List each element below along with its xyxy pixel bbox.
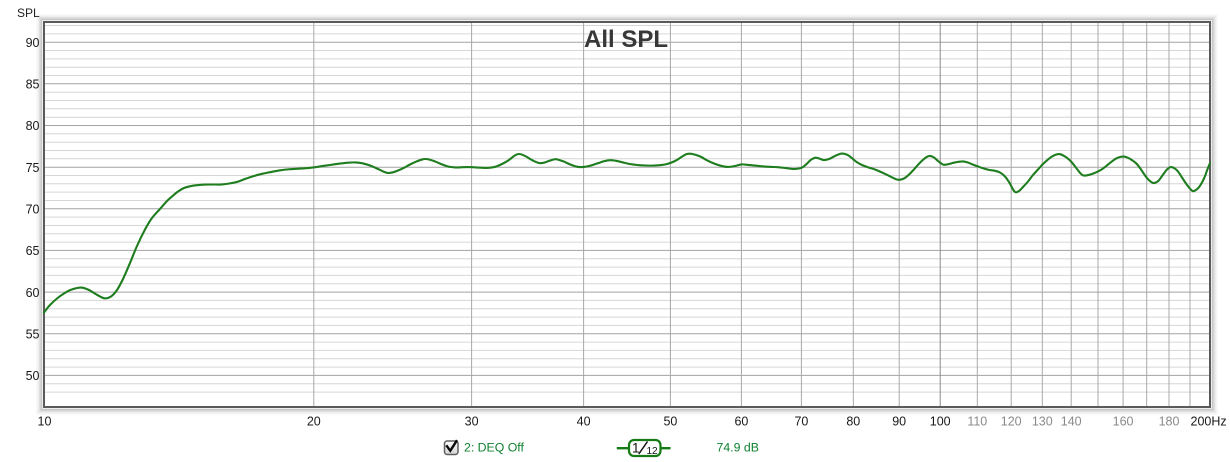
- svg-text:65: 65: [26, 244, 40, 258]
- svg-text:70: 70: [794, 415, 808, 429]
- svg-text:1: 1: [632, 440, 640, 455]
- svg-text:75: 75: [26, 161, 40, 175]
- svg-text:60: 60: [734, 415, 748, 429]
- svg-text:140: 140: [1061, 415, 1082, 429]
- svg-text:55: 55: [26, 328, 40, 342]
- svg-text:80: 80: [26, 119, 40, 133]
- svg-text:130: 130: [1032, 415, 1053, 429]
- svg-text:120: 120: [1001, 415, 1022, 429]
- svg-text:70: 70: [26, 203, 40, 217]
- svg-text:90: 90: [892, 415, 906, 429]
- svg-text:180: 180: [1159, 415, 1180, 429]
- svg-text:30: 30: [465, 415, 479, 429]
- svg-text:50: 50: [663, 415, 677, 429]
- svg-text:74.9 dB: 74.9 dB: [717, 441, 759, 455]
- svg-text:110: 110: [967, 415, 987, 429]
- svg-text:10: 10: [38, 415, 52, 429]
- svg-text:85: 85: [26, 78, 40, 92]
- svg-text:SPL: SPL: [17, 6, 40, 20]
- svg-text:40: 40: [577, 415, 591, 429]
- svg-text:200Hz: 200Hz: [1191, 415, 1227, 429]
- svg-text:80: 80: [846, 415, 860, 429]
- svg-text:2: DEQ Off: 2: DEQ Off: [464, 441, 524, 455]
- svg-text:12: 12: [647, 446, 659, 457]
- svg-text:50: 50: [26, 369, 40, 383]
- svg-text:60: 60: [26, 286, 40, 300]
- svg-text:100: 100: [930, 415, 951, 429]
- svg-text:160: 160: [1113, 415, 1134, 429]
- svg-text:All SPL: All SPL: [584, 26, 668, 53]
- svg-text:90: 90: [26, 36, 40, 50]
- svg-text:20: 20: [307, 415, 321, 429]
